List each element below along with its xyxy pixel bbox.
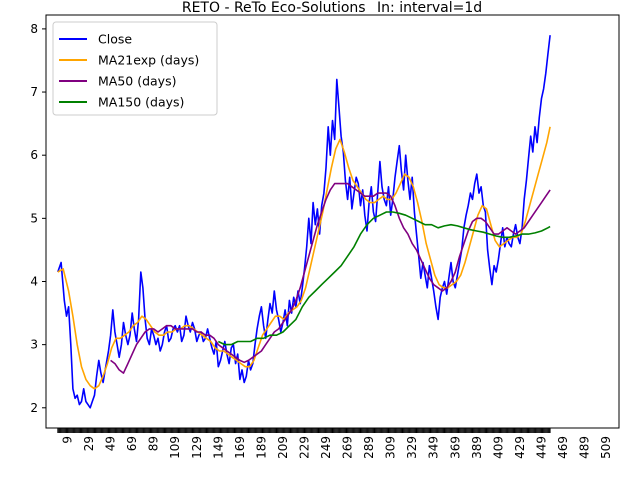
y-axis: 2 3 4 5 6 7 8 (30, 22, 46, 415)
series-line-3 (217, 211, 551, 346)
x-tick-label: 109 (168, 436, 182, 459)
x-tick-label: 269 (341, 436, 355, 459)
y-tick-label: 3 (30, 338, 38, 352)
x-tick-label: 229 (297, 436, 311, 459)
x-axis: 9 29 49 69 89 109 129 149 169 189 209 229 249 269 289 3… (57, 428, 613, 459)
y-tick-label: 5 (30, 211, 38, 225)
legend-label-1: MA21exp (days) (98, 53, 199, 68)
legend-label-2: MA50 (days) (98, 74, 176, 89)
y-tick-label: 8 (30, 22, 38, 36)
series-line-0 (57, 35, 551, 409)
chart-title: RETO - ReTo Eco-Solutions_ In: interval=… (182, 0, 482, 16)
x-tick-label: 49 (104, 436, 118, 451)
x-tick-label: 309 (384, 436, 398, 459)
x-tick-label: 389 (470, 436, 484, 459)
x-tick-label: 189 (254, 436, 268, 459)
x-tick-label: 9 (61, 436, 75, 444)
x-tick-label: 449 (534, 436, 548, 459)
x-tick-label: 249 (319, 436, 333, 459)
series-line-1 (57, 126, 551, 390)
x-tick-label: 149 (211, 436, 225, 459)
legend: Close MA21exp (days) MA50 (days) MA150 (day… (52, 21, 218, 116)
x-tick-label: 29 (82, 436, 96, 451)
x-tick-label: 169 (233, 436, 247, 459)
series-line-2 (110, 182, 551, 374)
legend-label-3: MA150 (days) (98, 95, 184, 110)
x-tick-label: 429 (513, 436, 527, 459)
x-tick-label: 469 (556, 436, 570, 459)
x-tick-label: 369 (448, 436, 462, 459)
y-tick-label: 2 (30, 401, 38, 415)
x-tick-label: 329 (405, 436, 419, 459)
y-tick-label: 7 (30, 85, 38, 99)
x-tick-label: 209 (276, 436, 290, 459)
legend-label-0: Close (98, 32, 132, 47)
y-tick-label: 4 (30, 274, 38, 288)
x-tick-label: 509 (599, 436, 613, 459)
y-tick-label: 6 (30, 148, 38, 162)
x-tick-label: 89 (147, 436, 161, 451)
plot-lines (57, 35, 551, 409)
legend-frame (52, 21, 218, 116)
x-tick-label: 409 (491, 436, 505, 459)
x-tick-label: 289 (362, 436, 376, 459)
x-tick-label: 489 (578, 436, 592, 459)
x-tick-label: 69 (125, 436, 139, 451)
x-tick-label: 349 (427, 436, 441, 459)
x-tick-label: 129 (190, 436, 204, 459)
